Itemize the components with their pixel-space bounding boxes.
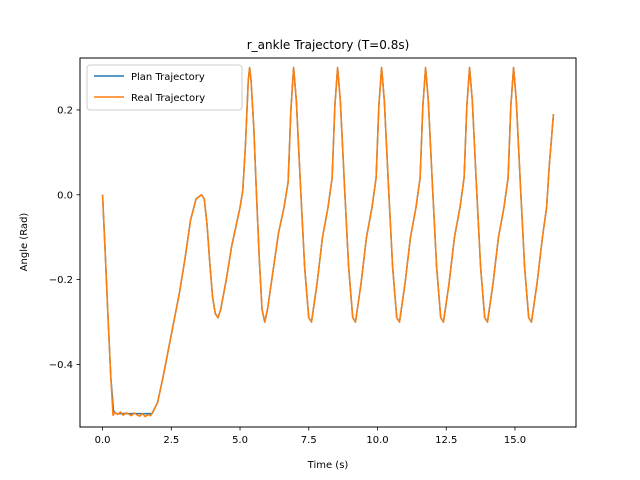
x-tick-label: 7.5 [301,435,317,446]
x-tick-label: 15.0 [504,435,526,446]
x-axis-label: Time (s) [307,460,349,471]
x-tick-label: 12.5 [435,435,457,446]
legend-label-plan: Plan Trajectory [131,72,205,83]
legend-box [86,64,243,111]
series-layer [101,66,555,418]
y-axis-label: Angle (Rad) [19,213,30,272]
x-tick-label: 2.5 [163,435,179,446]
series-line-real [101,66,555,418]
y-tick-label: 0.0 [57,190,73,201]
chart-title: r_ankle Trajectory (T=0.8s) [247,38,410,52]
x-tick-label: 5.0 [232,435,248,446]
x-tick-label: 0.0 [95,435,111,446]
legend: Plan Trajectory Real Trajectory [86,64,243,111]
y-tick-label: −0.2 [49,275,73,286]
x-tick-label: 10.0 [366,435,388,446]
y-tick-label: −0.4 [49,360,73,371]
plot-area [80,58,576,427]
y-tick-label: 0.2 [57,105,73,116]
legend-label-real: Real Trajectory [131,93,205,104]
x-axis-ticks: 0.0 2.5 5.0 7.5 10.0 12.5 15.0 [95,427,526,446]
y-axis-ticks: −0.4 −0.2 0.0 0.2 [49,105,80,371]
plot-frame [79,57,577,428]
